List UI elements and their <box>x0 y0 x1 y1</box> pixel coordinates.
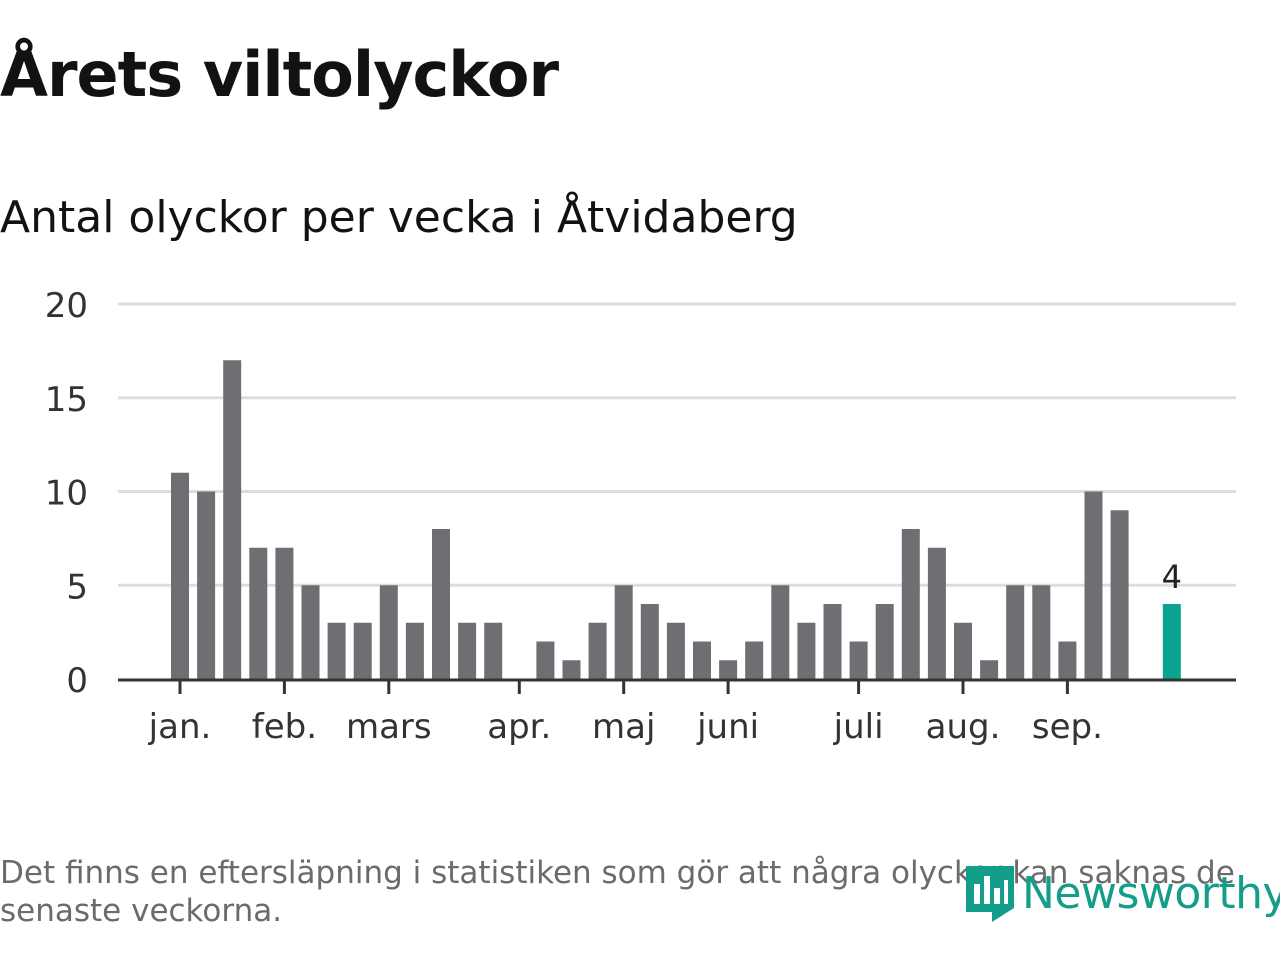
bar <box>171 472 189 679</box>
bar <box>353 622 372 679</box>
bar <box>1006 585 1025 679</box>
bar <box>432 529 450 679</box>
bar <box>666 622 685 679</box>
x-tick-label: juli <box>833 707 884 747</box>
bar <box>197 491 216 679</box>
x-tick-label: maj <box>592 707 655 747</box>
chart-title: Årets viltolyckor <box>0 38 559 111</box>
bar <box>901 529 920 679</box>
bar <box>562 660 581 679</box>
x-axis-tick-labels: jan. feb. mars apr. maj juni juli aug. sep. <box>148 680 1103 747</box>
bar-highlight <box>1162 604 1181 679</box>
bar <box>875 604 894 679</box>
data-labels: 4 <box>1162 558 1182 596</box>
bar <box>954 622 972 679</box>
bar <box>536 641 555 679</box>
bar <box>379 585 398 679</box>
bar <box>405 622 424 679</box>
bar <box>693 641 711 679</box>
y-tick-label: 20 <box>45 286 88 326</box>
newsworthy-logo-icon <box>966 866 1014 922</box>
y-tick-label: 5 <box>66 567 88 607</box>
footnote: Det finns en eftersläpning i statistiken… <box>0 855 1235 929</box>
x-tick-label: sep. <box>1032 707 1103 747</box>
x-tick-label: feb. <box>252 707 317 747</box>
bar <box>275 547 294 679</box>
bar <box>797 622 816 679</box>
bar <box>249 547 268 679</box>
bar <box>458 622 477 679</box>
bar <box>223 360 242 679</box>
bar <box>588 622 607 679</box>
newsworthy-logo: Newsworthy <box>964 860 1280 926</box>
bars <box>171 360 1181 679</box>
bar <box>484 622 503 679</box>
bar <box>823 604 842 679</box>
bar-chart: 0 5 10 15 20 jan. feb. mars apr. maj juni juli aug.… <box>45 286 1236 747</box>
bar <box>301 585 320 679</box>
newsworthy-logo-text: Newsworthy <box>1022 867 1280 919</box>
bar <box>640 604 659 679</box>
gridlines <box>118 302 1236 587</box>
bar <box>927 547 946 679</box>
bar <box>771 585 790 679</box>
bar <box>1032 585 1051 679</box>
y-axis-tick-labels: 0 5 10 15 20 <box>45 286 88 701</box>
x-tick-label: mars <box>346 707 432 747</box>
x-tick-label: apr. <box>487 707 551 747</box>
bar <box>1058 641 1077 679</box>
bar <box>327 622 346 679</box>
x-tick-label: juni <box>696 707 759 747</box>
x-tick-label: jan. <box>148 707 212 747</box>
bar <box>614 585 633 679</box>
y-tick-label: 10 <box>45 474 88 514</box>
bar <box>849 641 868 679</box>
x-tick-label: aug. <box>926 707 1001 747</box>
y-tick-label: 0 <box>66 661 88 701</box>
bar <box>1110 510 1129 679</box>
chart-subtitle: Antal olyckor per vecka i Åtvidaberg <box>0 192 798 243</box>
y-tick-label: 15 <box>45 380 88 420</box>
bar <box>719 660 738 679</box>
bar <box>745 641 764 679</box>
bar <box>980 660 999 679</box>
highlight-data-label: 4 <box>1162 558 1182 596</box>
bar <box>1084 491 1103 679</box>
